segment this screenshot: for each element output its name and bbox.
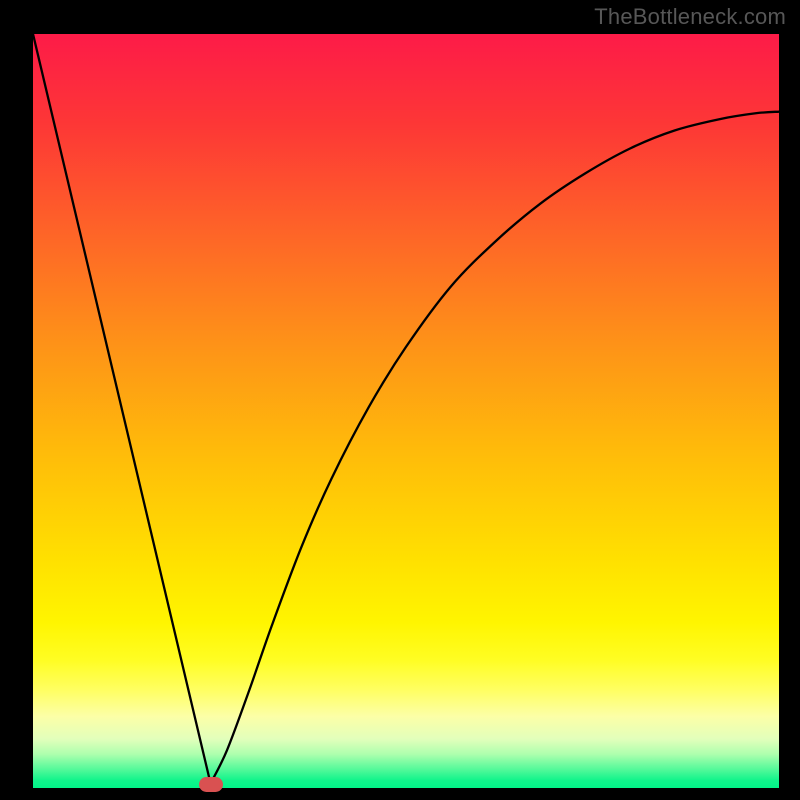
plot-area bbox=[33, 34, 779, 788]
optimal-point-marker bbox=[199, 777, 223, 792]
chart-svg bbox=[33, 34, 779, 788]
watermark-text: TheBottleneck.com bbox=[594, 4, 786, 30]
gradient-background bbox=[33, 34, 779, 788]
chart-frame: TheBottleneck.com bbox=[0, 0, 800, 800]
